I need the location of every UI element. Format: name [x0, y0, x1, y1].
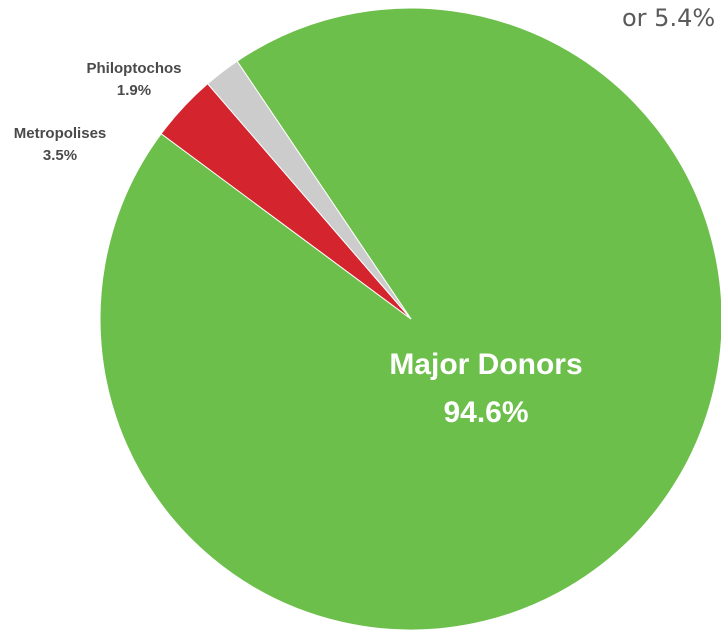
- slice-value-metropolises: 3.5%: [43, 147, 77, 164]
- slice-value-major-donors: 94.6%: [443, 396, 528, 429]
- pie-slices: [99, 7, 721, 630]
- slice-label-major-donors: Major Donors: [389, 348, 582, 381]
- slice-label-metropolises: Metropolises: [14, 125, 107, 142]
- slice-value-philoptochos: 1.9%: [117, 82, 151, 99]
- slice-label-philoptochos: Philoptochos: [87, 60, 182, 77]
- pie-slice-philoptochos: [206, 60, 412, 320]
- partial-note-text: or 5.4%: [622, 4, 716, 32]
